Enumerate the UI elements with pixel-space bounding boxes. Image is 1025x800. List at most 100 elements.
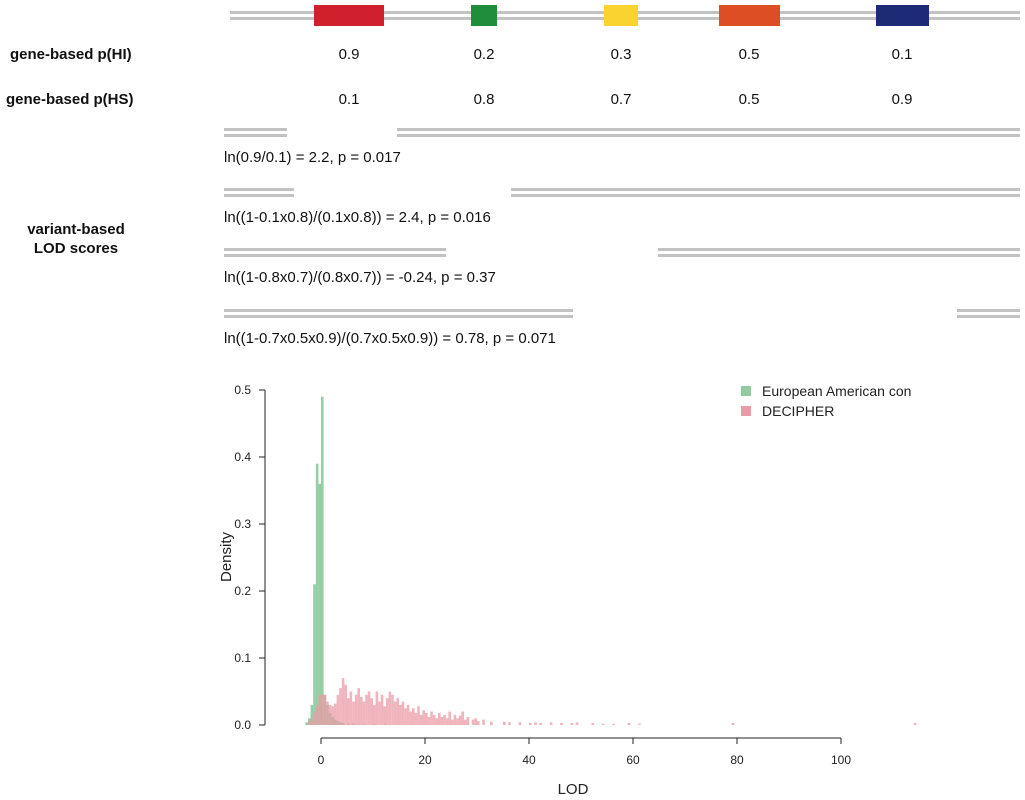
hi-value: 0.1 xyxy=(891,46,913,63)
lod-formula: ln((1-0.1x0.8)/(0.1x0.8)) = 2.4, p = 0.0… xyxy=(224,209,491,226)
lod-formula: ln((1-0.7x0.5x0.9)/(0.7x0.5x0.9)) = 0.78… xyxy=(224,330,556,347)
decipher-bar xyxy=(401,701,405,725)
decipher-bar xyxy=(331,706,334,725)
decipher-bar xyxy=(409,711,412,725)
decipher-bar xyxy=(448,711,451,725)
hi-value: 0.2 xyxy=(473,46,495,63)
legend-label: DECIPHER xyxy=(762,403,834,419)
decipher-bar xyxy=(367,691,371,725)
x-tick-label: 20 xyxy=(418,753,432,767)
decipher-bar xyxy=(347,698,350,725)
decipher-bar xyxy=(414,712,418,725)
y-axis-label: Density xyxy=(218,531,235,582)
decipher-bars xyxy=(308,678,917,725)
hs-value: 0.9 xyxy=(891,91,913,108)
variant-track-deleted-segment xyxy=(224,248,446,257)
decipher-bar xyxy=(731,722,735,725)
decipher-bar xyxy=(427,716,431,725)
decipher-bar xyxy=(380,694,384,725)
decipher-bar xyxy=(575,722,579,725)
decipher-bar xyxy=(373,704,376,725)
european-american-bar xyxy=(321,396,324,725)
lod-density-histogram: 0.0 0.1 0.2 0.3 0.4 0.5 0 20 40 60 80 100 LOD Density… xyxy=(218,383,917,798)
gene-block-yellow xyxy=(604,5,638,26)
decipher-bar xyxy=(308,721,311,725)
european-american-bar xyxy=(310,704,314,725)
hi-value: 0.3 xyxy=(610,46,632,63)
decipher-bar xyxy=(383,706,386,725)
variant-track-deleted-segment xyxy=(224,309,573,318)
hi-row-label: gene-based p(HI) xyxy=(10,46,132,63)
decipher-bar xyxy=(471,719,475,725)
gene-block-orange xyxy=(719,5,780,26)
decipher-bar xyxy=(435,718,438,725)
decipher-bar xyxy=(417,706,420,725)
decipher-bar xyxy=(406,704,410,725)
x-tick-label: 80 xyxy=(730,753,744,767)
decipher-bar xyxy=(412,708,415,725)
decipher-bar xyxy=(388,691,392,725)
decipher-bar xyxy=(404,708,407,725)
gene-block-green xyxy=(471,5,497,26)
decipher-bar xyxy=(323,694,327,725)
decipher-bar xyxy=(508,722,511,725)
decipher-bar xyxy=(458,715,462,725)
x-tick-label: 60 xyxy=(626,753,640,767)
x-tick-label: 0 xyxy=(318,753,325,767)
hs-value: 0.8 xyxy=(473,91,495,108)
variant-track-deleted-segment xyxy=(511,188,1020,197)
axes: 0.0 0.1 0.2 0.3 0.4 0.5 0 20 40 60 80 100 LOD Density xyxy=(218,383,851,798)
decipher-bar xyxy=(464,719,467,725)
x-tick-label: 100 xyxy=(831,753,851,767)
gene-block-red xyxy=(314,5,384,26)
y-tick-label: 0.5 xyxy=(234,383,251,397)
decipher-bar xyxy=(315,704,319,725)
decipher-bar xyxy=(352,701,355,725)
european-american-bar xyxy=(313,584,316,725)
legend-swatch xyxy=(741,406,751,416)
decipher-bar xyxy=(539,722,542,725)
decipher-bar xyxy=(422,710,425,725)
decipher-bar xyxy=(432,714,436,725)
decipher-bar xyxy=(399,704,402,725)
decipher-bar xyxy=(477,720,480,725)
gene-block-navy xyxy=(876,5,929,26)
decipher-bar xyxy=(451,719,454,725)
european-american-bar xyxy=(318,483,321,725)
decipher-bar xyxy=(328,704,332,725)
decipher-bar xyxy=(378,701,381,725)
hi-value: 0.5 xyxy=(738,46,760,63)
variant-track-deleted-segment xyxy=(397,128,1020,137)
decipher-bar xyxy=(391,694,394,725)
hs-value: 0.5 xyxy=(738,91,760,108)
decipher-bar xyxy=(474,718,477,725)
decipher-bar xyxy=(438,712,441,725)
decipher-bar xyxy=(310,718,314,725)
european-american-bars xyxy=(305,396,386,725)
decipher-bar xyxy=(336,694,340,725)
european-american-bar xyxy=(315,463,319,725)
decipher-bar xyxy=(362,701,366,725)
x-tick-label: 40 xyxy=(522,753,536,767)
decipher-bar xyxy=(339,688,342,725)
decipher-bar xyxy=(313,711,316,725)
y-tick-label: 0.3 xyxy=(234,517,251,531)
decipher-bar xyxy=(370,698,373,725)
variant-lod-label: variant-based LOD scores xyxy=(0,220,152,258)
legend-swatch xyxy=(741,386,751,396)
decipher-bar xyxy=(443,714,446,725)
decipher-bar xyxy=(375,691,379,725)
decipher-bar xyxy=(341,678,345,725)
decipher-bar xyxy=(334,703,337,725)
y-tick-label: 0.2 xyxy=(234,584,251,598)
decipher-bar xyxy=(360,696,363,725)
x-axis-label: LOD xyxy=(558,781,589,798)
decipher-bar xyxy=(627,722,631,725)
hs-value: 0.7 xyxy=(610,91,632,108)
decipher-bar xyxy=(440,716,444,725)
decipher-bar xyxy=(326,701,329,725)
decipher-bar xyxy=(419,714,423,725)
legend: European American con DECIPHER xyxy=(741,383,911,419)
decipher-bar xyxy=(591,722,594,725)
decipher-bar xyxy=(534,722,537,725)
